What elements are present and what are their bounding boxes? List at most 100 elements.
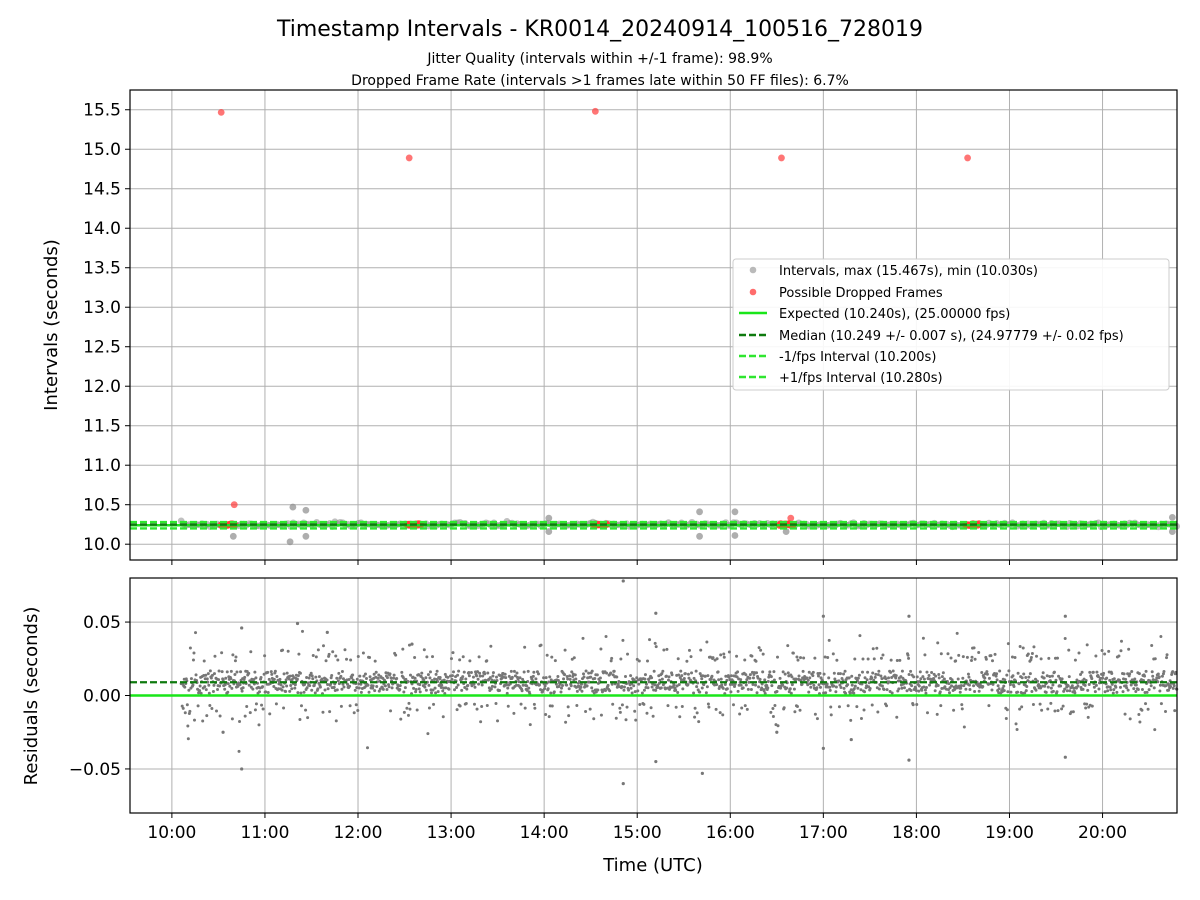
residual-point: [1045, 674, 1049, 678]
residual-point: [199, 691, 203, 695]
residual-point: [431, 688, 435, 692]
residual-point: [249, 650, 253, 654]
residual-point: [243, 714, 247, 718]
residual-point: [417, 687, 421, 691]
residual-point: [673, 686, 677, 690]
residual-point: [461, 655, 465, 659]
top-y-tick-label: 10.0: [83, 535, 121, 555]
residual-point: [1056, 656, 1060, 660]
residual-point: [816, 674, 820, 678]
residual-point: [342, 685, 346, 689]
residual-point: [297, 652, 301, 656]
residual-point: [711, 656, 715, 660]
residual-point: [506, 686, 510, 690]
legend-label-intervals: Intervals, max (15.467s), min (10.030s): [779, 264, 1038, 279]
residual-point: [390, 686, 394, 690]
residual-point: [307, 676, 311, 680]
residual-point: [563, 673, 567, 677]
residual-point: [785, 686, 789, 690]
residual-point: [1115, 690, 1119, 694]
residual-point: [398, 688, 402, 692]
residual-point: [718, 685, 722, 689]
residual-point: [632, 684, 636, 688]
residual-point: [299, 704, 303, 708]
residual-point: [346, 682, 350, 686]
residual-point: [325, 678, 329, 682]
residual-point: [941, 671, 945, 675]
residual-point: [827, 638, 831, 642]
residual-point: [192, 718, 196, 722]
residual-point: [1102, 671, 1106, 675]
residual-point: [361, 651, 365, 655]
residual-point: [449, 657, 453, 661]
residual-point: [766, 680, 770, 684]
residual-point: [198, 684, 202, 688]
residual-point: [1006, 690, 1010, 694]
residual-point: [989, 654, 993, 658]
residual-point: [678, 715, 682, 719]
residual-point: [1005, 708, 1009, 712]
residual-point: [1083, 683, 1087, 687]
residual-point: [808, 676, 812, 680]
top-reference-lines: [130, 520, 1177, 530]
residual-point: [871, 671, 875, 675]
residual-point: [658, 678, 662, 682]
residual-point: [216, 688, 220, 692]
residual-point: [689, 655, 693, 659]
residual-point: [622, 688, 626, 692]
residual-point: [731, 703, 735, 707]
residual-point: [722, 652, 726, 656]
residual-point: [818, 671, 822, 675]
residual-point: [437, 683, 441, 687]
top-y-tick-label: 14.0: [83, 219, 121, 239]
residual-point: [431, 655, 435, 659]
residual-point: [927, 673, 931, 677]
residual-point: [434, 691, 438, 695]
residual-point: [202, 659, 206, 663]
residual-point: [475, 707, 479, 711]
residual-point: [425, 655, 429, 659]
residual-point: [1088, 670, 1092, 674]
residual-point: [258, 690, 262, 694]
residual-point: [453, 688, 457, 692]
residual-point: [977, 689, 981, 693]
residual-point: [359, 690, 363, 694]
residual-point: [212, 683, 216, 687]
residual-point: [368, 655, 372, 659]
residual-point: [372, 672, 376, 676]
residual-point: [819, 685, 823, 689]
residual-point: [850, 683, 854, 687]
residual-point: [484, 678, 488, 682]
residual-point: [962, 725, 966, 729]
residual-point: [1134, 689, 1138, 693]
residual-point: [433, 686, 437, 690]
residual-point: [925, 711, 929, 715]
residual-point: [961, 676, 965, 680]
residual-point: [351, 673, 355, 677]
residual-point: [528, 723, 532, 727]
interval-outlier-point: [545, 514, 553, 522]
residual-point: [957, 653, 961, 657]
residual-point: [1165, 653, 1169, 657]
residual-point: [900, 686, 904, 690]
residual-point: [599, 647, 603, 651]
residual-point: [364, 677, 368, 681]
residual-point: [498, 688, 502, 692]
residual-point: [401, 676, 405, 680]
residual-point: [610, 682, 614, 686]
residual-point: [1004, 717, 1008, 721]
residual-point: [268, 712, 272, 716]
residual-point: [309, 671, 313, 675]
residual-point: [1137, 713, 1141, 717]
residual-point: [269, 670, 273, 674]
residual-point: [806, 683, 810, 687]
residual-point: [730, 682, 734, 686]
residual-point: [550, 655, 554, 659]
residual-point: [968, 688, 972, 692]
residual-point: [374, 670, 378, 674]
residual-point: [624, 718, 628, 722]
residual-point: [534, 677, 538, 681]
residual-point: [987, 676, 991, 680]
residual-point: [266, 670, 270, 674]
residual-point: [687, 648, 691, 652]
